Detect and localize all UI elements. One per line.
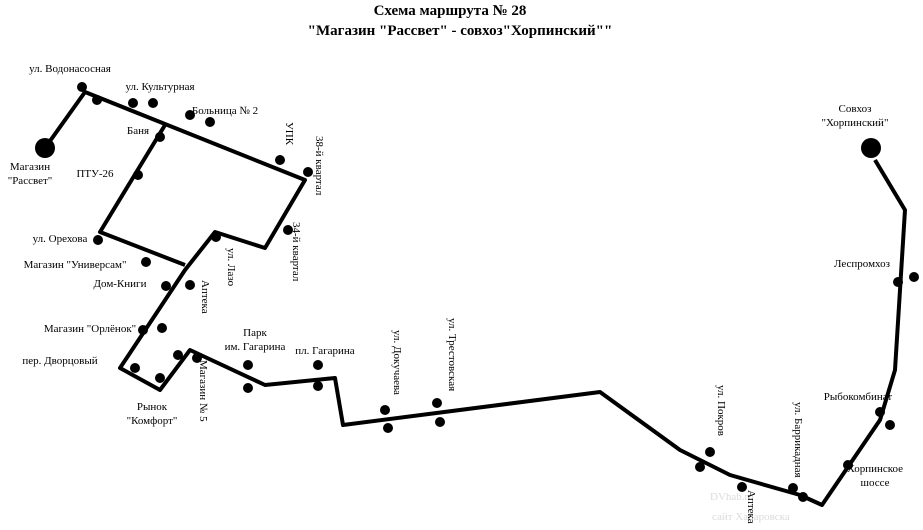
stop-label: УПК (283, 122, 295, 146)
stop-label: шоссе (860, 477, 889, 489)
stop-dot (313, 381, 323, 391)
stop-dot (313, 360, 323, 370)
stop-label: Магазин "Универсам" (24, 259, 127, 271)
stop-label: ул. Культурная (125, 81, 194, 93)
stop-label: ул. Покров (715, 385, 727, 436)
stop-label: ул. Орехова (33, 233, 88, 245)
stop-dot (909, 272, 919, 282)
stop-dot (737, 482, 747, 492)
stop-dot (435, 417, 445, 427)
watermark: сайт Хабаровска (712, 511, 790, 523)
stop-dot (885, 420, 895, 430)
stop-dot (205, 117, 215, 127)
stop-label: Магазин № 5 (197, 360, 209, 422)
stop-label: им. Гагарина (225, 341, 286, 353)
stop-label: Рынок (137, 401, 168, 413)
stop-label: Баня (127, 125, 149, 137)
stop-label: Магазин "Орлёнок" (44, 323, 136, 335)
stop-dot (243, 383, 253, 393)
stop-label: пер. Дворцовый (22, 355, 97, 367)
stop-label: ул. Лазо (225, 248, 237, 287)
stop-label: Хорпинское (847, 463, 903, 475)
stop-label: ул. Водонасосная (29, 63, 111, 75)
stop-dot (798, 492, 808, 502)
stop-label: 34-й квартал (290, 222, 302, 282)
route-loop (98, 123, 186, 267)
stop-dot (432, 398, 442, 408)
stop-dot (138, 325, 148, 335)
stop-label: ул. Баррикадная (792, 402, 804, 478)
stop-dot (893, 277, 903, 287)
stop-dot (92, 95, 102, 105)
stop-label: ПТУ-26 (76, 168, 114, 180)
stop-dot (161, 281, 171, 291)
stop-label: Аптека (745, 490, 757, 524)
stop-dot (843, 460, 853, 470)
stop-label: "Рассвет" (8, 175, 53, 187)
stop-dot (192, 353, 202, 363)
stop-dot (705, 447, 715, 457)
stop-dot (788, 483, 798, 493)
stop-dot (303, 167, 313, 177)
stop-dot (128, 98, 138, 108)
stop-dot (695, 462, 705, 472)
stop-dot (130, 363, 140, 373)
stop-dot (93, 235, 103, 245)
stop-label: Рыбокомбинат (824, 391, 893, 403)
stops: Магазин "Рассвет" ул. Водонасосная ул. Куль… (8, 63, 919, 524)
stop-label: Больница № 2 (192, 105, 258, 117)
stop-label: Магазин (10, 161, 50, 173)
watermark: DVhab.ru (710, 491, 754, 503)
stop-label: Аптека (199, 280, 211, 314)
stop-dot (77, 82, 87, 92)
stop-label: Совхоз (839, 103, 872, 115)
stop-dot (380, 405, 390, 415)
stop-dot (875, 407, 885, 417)
stop-label: пл. Гагарина (295, 345, 355, 357)
stop-label: ул. Докучаева (391, 330, 403, 395)
route-line (43, 90, 907, 507)
terminal (861, 138, 881, 158)
stop-label: "Комфорт" (127, 415, 178, 427)
stop-dot (283, 225, 293, 235)
stop-dot (173, 350, 183, 360)
stop-dot (155, 132, 165, 142)
stop-label: Дом-Книги (94, 278, 147, 290)
title-line: "Магазин "Рассвет" - совхоз"Хорпинский"" (308, 23, 613, 39)
stop-label: Парк (243, 327, 267, 339)
stop-dot (185, 280, 195, 290)
title-line: Схема маршрута № 28 (374, 3, 527, 19)
stop-label: ул. Трестовская (446, 318, 458, 391)
stop-dot (157, 323, 167, 333)
stop-dot (148, 98, 158, 108)
stop-dot (211, 232, 221, 242)
stop-label: "Хорпинский" (822, 117, 889, 129)
stop-dot (275, 155, 285, 165)
stop-dot (133, 170, 143, 180)
stop-dot (383, 423, 393, 433)
stop-dot (243, 360, 253, 370)
stop-label: 38-й квартал (313, 136, 325, 196)
stop-label: Леспромхоз (834, 258, 890, 270)
stop-dot (155, 373, 165, 383)
terminal (35, 138, 55, 158)
stop-dot (141, 257, 151, 267)
stop-dot (185, 110, 195, 120)
